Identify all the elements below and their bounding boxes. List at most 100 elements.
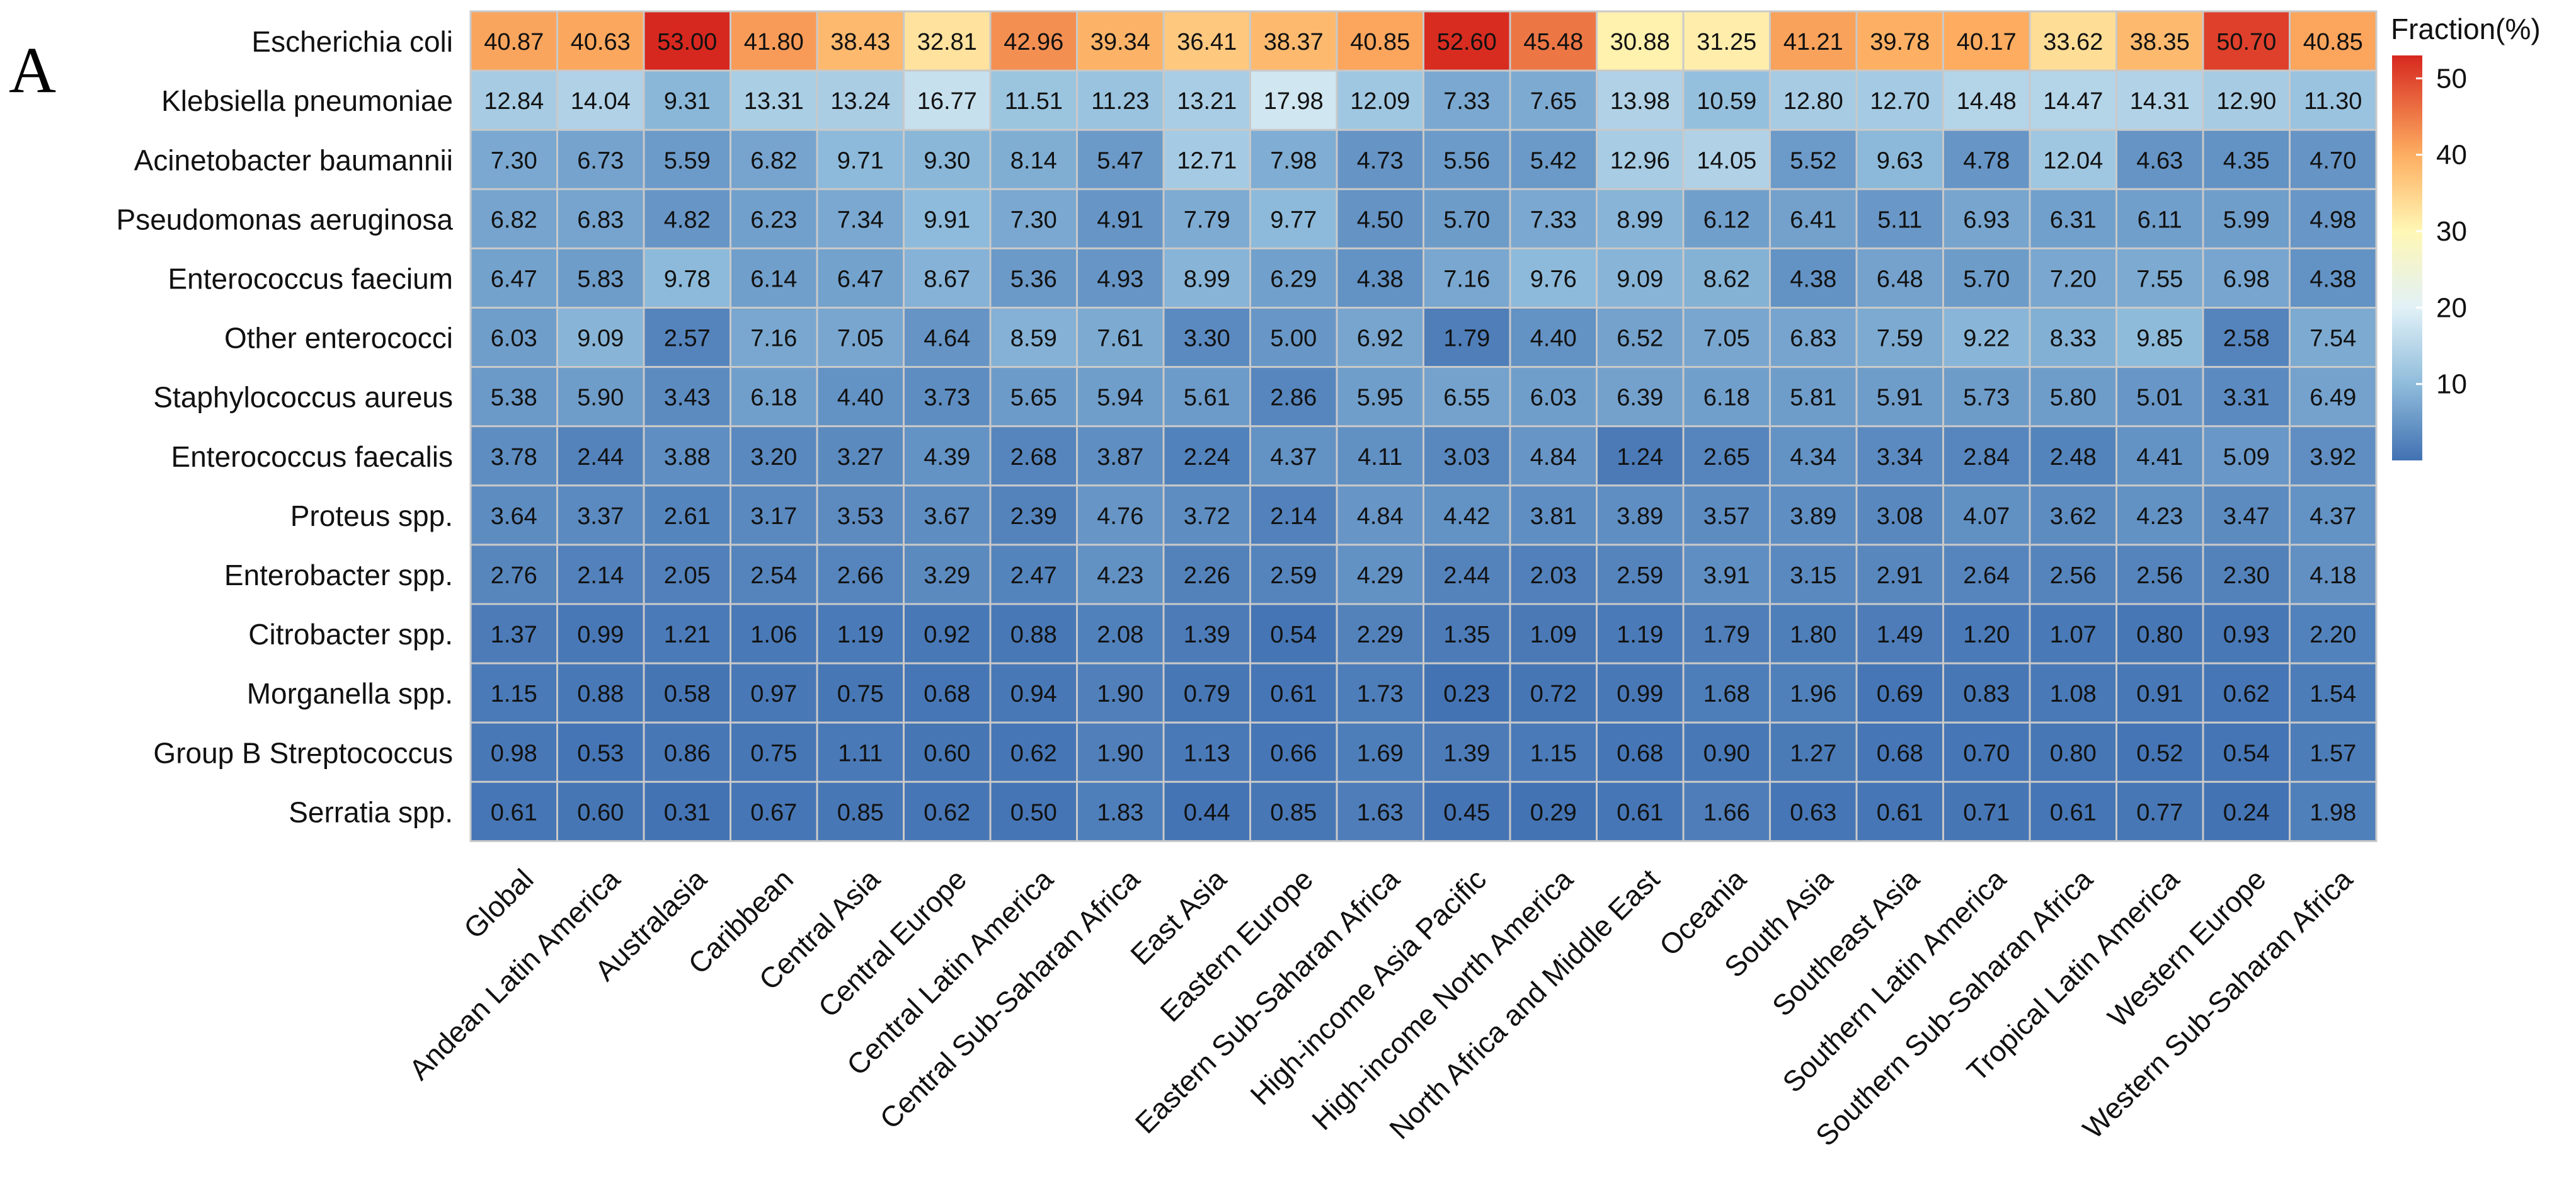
heatmap-cell [2029,603,2117,665]
cell-value-label: 0.61 [491,799,537,826]
heatmap-cell [1682,247,1771,309]
cell-value-label: 1.15 [1530,740,1577,767]
cell-value-label: 7.05 [1703,326,1750,352]
heatmap-cell [989,128,1078,190]
cell-value-label: 4.18 [2310,562,2356,589]
heatmap-cell [1509,603,1598,665]
heatmap-cell [1509,188,1598,249]
heatmap-cell [1162,662,1251,724]
cell-value-label: 0.75 [837,681,884,707]
cell-value-label: 3.15 [1790,562,1836,589]
cell-value-label: 2.65 [1703,444,1750,471]
heatmap-cell [469,247,558,309]
cell-value-label: 0.99 [1617,681,1663,707]
heatmap-cell [1855,484,1944,546]
cell-value-label: 39.34 [1091,29,1150,55]
cell-value-label: 1.08 [2050,681,2097,707]
cell-value-label: 0.62 [2223,681,2270,707]
cell-value-label: 3.81 [1530,503,1577,530]
heatmap-cell [1855,544,1944,605]
cell-value-label: 9.76 [1530,266,1577,292]
cell-value-label: 40.63 [571,29,631,55]
cell-value-label: 7.20 [2050,266,2097,292]
cell-value-label: 9.63 [1877,147,1923,174]
heatmap-cell [2289,662,2378,724]
cell-value-label: 3.89 [1617,503,1663,530]
cell-value-label: 3.29 [924,562,970,589]
cell-value-label: 4.84 [1530,444,1577,471]
heatmap-cell [556,603,645,665]
cell-value-label: 0.91 [2136,681,2183,707]
cell-value-label: 1.90 [1097,681,1143,707]
cell-value-label: 1.21 [664,622,711,648]
cell-value-label: 2.58 [2223,326,2270,352]
cell-value-label: 2.44 [577,444,624,471]
column-label: Global [457,862,540,945]
heatmap-cell-labels: 40.87 40.63 53.00 41.80 38.43 32.81 42.96 39.34… [484,29,2363,826]
cell-value-label: 8.59 [1010,326,1057,352]
cell-value-label: 2.54 [750,562,797,589]
cell-value-label: 6.48 [1877,266,1923,292]
heatmap-cell [1855,307,1944,368]
heatmap-cell [1423,247,1511,309]
heatmap-cell [2115,247,2204,309]
row-label: Morganella spp. [247,677,453,710]
heatmap-cell [1596,425,1685,487]
cell-value-label: 4.11 [1358,444,1402,471]
heatmap-cell [1596,544,1685,605]
cell-value-label: 38.35 [2130,29,2190,55]
row-labels: Escherichia coli Klebsiella pneumoniae Aci… [117,25,454,828]
cell-value-label: 38.43 [830,29,890,55]
cell-value-label: 36.41 [1177,29,1237,55]
cell-value-label: 0.85 [837,799,884,826]
cell-value-label: 0.80 [2050,740,2097,767]
cell-value-label: 14.47 [2043,88,2103,115]
cell-value-label: 2.56 [2050,562,2097,589]
cell-value-label: 5.70 [1963,266,2010,292]
heatmap-cell [2202,69,2291,131]
heatmap-cell [1076,69,1165,131]
cell-value-label: 5.09 [2223,444,2270,471]
cell-value-label: 0.93 [2223,622,2270,648]
cell-value-label: 0.86 [664,740,711,767]
cell-value-label: 2.76 [491,562,537,589]
color-legend: Fraction(%) 10 20 30 40 50 [2391,13,2541,460]
cell-value-label: 13.31 [744,88,804,115]
heatmap-cell [1249,603,1338,665]
heatmap-cell [1596,780,1685,842]
heatmap-cell [2115,544,2204,605]
heatmap-cell [730,603,818,665]
heatmap-cells [469,10,2378,842]
cell-value-label: 1.27 [1790,740,1836,767]
cell-value-label: 6.52 [1617,326,1663,352]
cell-value-label: 17.98 [1264,88,1324,115]
heatmap-cell [1423,10,1511,72]
cell-value-label: 2.26 [1184,562,1230,589]
cell-value-label: 0.92 [924,622,970,648]
heatmap-cell [2202,366,2291,428]
heatmap-cell [1423,780,1511,842]
heatmap-cell [1682,188,1771,249]
cell-value-label: 0.75 [750,740,797,767]
heatmap-cell [816,128,905,190]
cell-value-label: 0.61 [1877,799,1923,826]
cell-value-label: 5.95 [1357,385,1404,411]
cell-value-label: 4.39 [924,444,970,471]
heatmap-cell [989,484,1078,546]
cell-value-label: 4.38 [2310,266,2356,292]
cell-value-label: 6.82 [491,207,537,233]
heatmap-cell [1336,128,1424,190]
cell-value-label: 5.90 [577,385,624,411]
heatmap-cell [1596,366,1685,428]
heatmap-cell [1769,128,1858,190]
heatmap-cell [2115,721,2204,783]
cell-value-label: 5.99 [2223,207,2270,233]
cell-value-label: 1.73 [1357,681,1404,707]
heatmap-cell [989,69,1078,131]
heatmap-cell [903,128,992,190]
cell-value-label: 6.82 [750,147,797,174]
cell-value-label: 6.98 [2223,266,2270,292]
cell-value-label: 4.70 [2310,147,2356,174]
heatmap-cell [2202,721,2291,783]
cell-value-label: 0.67 [750,799,797,826]
